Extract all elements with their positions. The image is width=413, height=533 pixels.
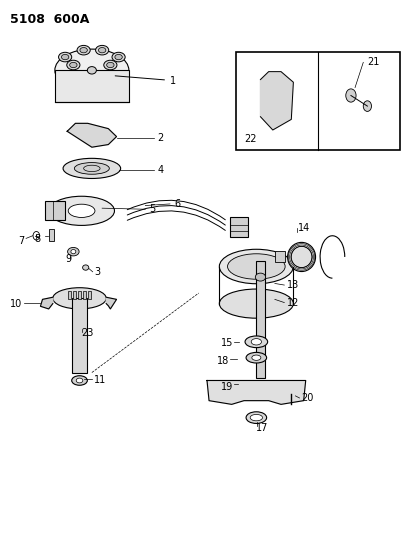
Bar [235, 52, 399, 150]
Text: 6: 6 [174, 199, 180, 209]
Polygon shape [206, 381, 305, 405]
Text: 15: 15 [221, 338, 233, 349]
Ellipse shape [67, 247, 79, 256]
Ellipse shape [112, 52, 125, 62]
Ellipse shape [76, 378, 83, 383]
Polygon shape [106, 297, 116, 309]
Text: 11: 11 [94, 375, 106, 385]
Text: 1: 1 [115, 76, 176, 86]
Polygon shape [260, 71, 293, 130]
Bar [83, 292, 86, 300]
Text: 12: 12 [287, 297, 299, 308]
Ellipse shape [71, 249, 76, 254]
Ellipse shape [104, 60, 116, 70]
Ellipse shape [95, 45, 109, 55]
Ellipse shape [251, 338, 261, 345]
Ellipse shape [87, 67, 96, 74]
Ellipse shape [107, 62, 114, 68]
Bar [274, 251, 285, 262]
Bar [88, 292, 91, 300]
Text: 8: 8 [34, 234, 40, 244]
Ellipse shape [215, 386, 227, 396]
Ellipse shape [80, 47, 87, 53]
Text: 17: 17 [256, 423, 268, 433]
Ellipse shape [255, 273, 265, 281]
Ellipse shape [287, 243, 315, 271]
Text: 13: 13 [287, 280, 299, 290]
Text: 18: 18 [217, 356, 229, 366]
Ellipse shape [245, 352, 266, 363]
Ellipse shape [227, 254, 285, 279]
Text: 21: 21 [366, 58, 379, 67]
Ellipse shape [49, 196, 114, 225]
Text: 22: 22 [243, 134, 256, 144]
Ellipse shape [58, 52, 71, 62]
Ellipse shape [98, 47, 106, 53]
Text: 20: 20 [301, 393, 313, 403]
Ellipse shape [345, 89, 355, 102]
Bar [68, 292, 71, 300]
Bar [287, 387, 294, 394]
Text: 9: 9 [65, 254, 71, 264]
Ellipse shape [115, 54, 122, 60]
Text: 14: 14 [297, 223, 309, 233]
Text: 5: 5 [149, 204, 155, 214]
Bar [255, 261, 265, 378]
Bar [78, 292, 81, 300]
Ellipse shape [249, 415, 262, 421]
Ellipse shape [69, 62, 77, 68]
Ellipse shape [362, 101, 370, 111]
Text: 3: 3 [94, 267, 100, 277]
Ellipse shape [74, 163, 109, 174]
Bar [229, 217, 247, 237]
Polygon shape [40, 297, 53, 309]
Bar [55, 70, 128, 102]
Ellipse shape [285, 386, 297, 396]
Text: 10: 10 [9, 298, 22, 309]
Ellipse shape [68, 204, 95, 217]
Text: 2: 2 [157, 133, 164, 143]
Ellipse shape [53, 288, 106, 309]
Ellipse shape [61, 54, 69, 60]
Ellipse shape [219, 249, 293, 284]
Text: 7: 7 [18, 236, 24, 246]
Bar [45, 201, 65, 220]
Ellipse shape [219, 289, 293, 318]
Ellipse shape [71, 376, 87, 385]
Text: 5108  600A: 5108 600A [9, 13, 89, 27]
Text: 19: 19 [221, 382, 233, 392]
Bar [49, 229, 54, 241]
Ellipse shape [251, 355, 260, 360]
Ellipse shape [245, 412, 266, 423]
Text: 4: 4 [157, 165, 164, 175]
Ellipse shape [244, 336, 267, 348]
Ellipse shape [83, 265, 88, 270]
Ellipse shape [66, 60, 80, 70]
Text: 23: 23 [81, 328, 94, 338]
Ellipse shape [55, 49, 128, 92]
Polygon shape [67, 123, 116, 147]
Bar [72, 298, 87, 373]
Bar [73, 292, 76, 300]
Ellipse shape [77, 45, 90, 55]
Ellipse shape [63, 158, 120, 179]
